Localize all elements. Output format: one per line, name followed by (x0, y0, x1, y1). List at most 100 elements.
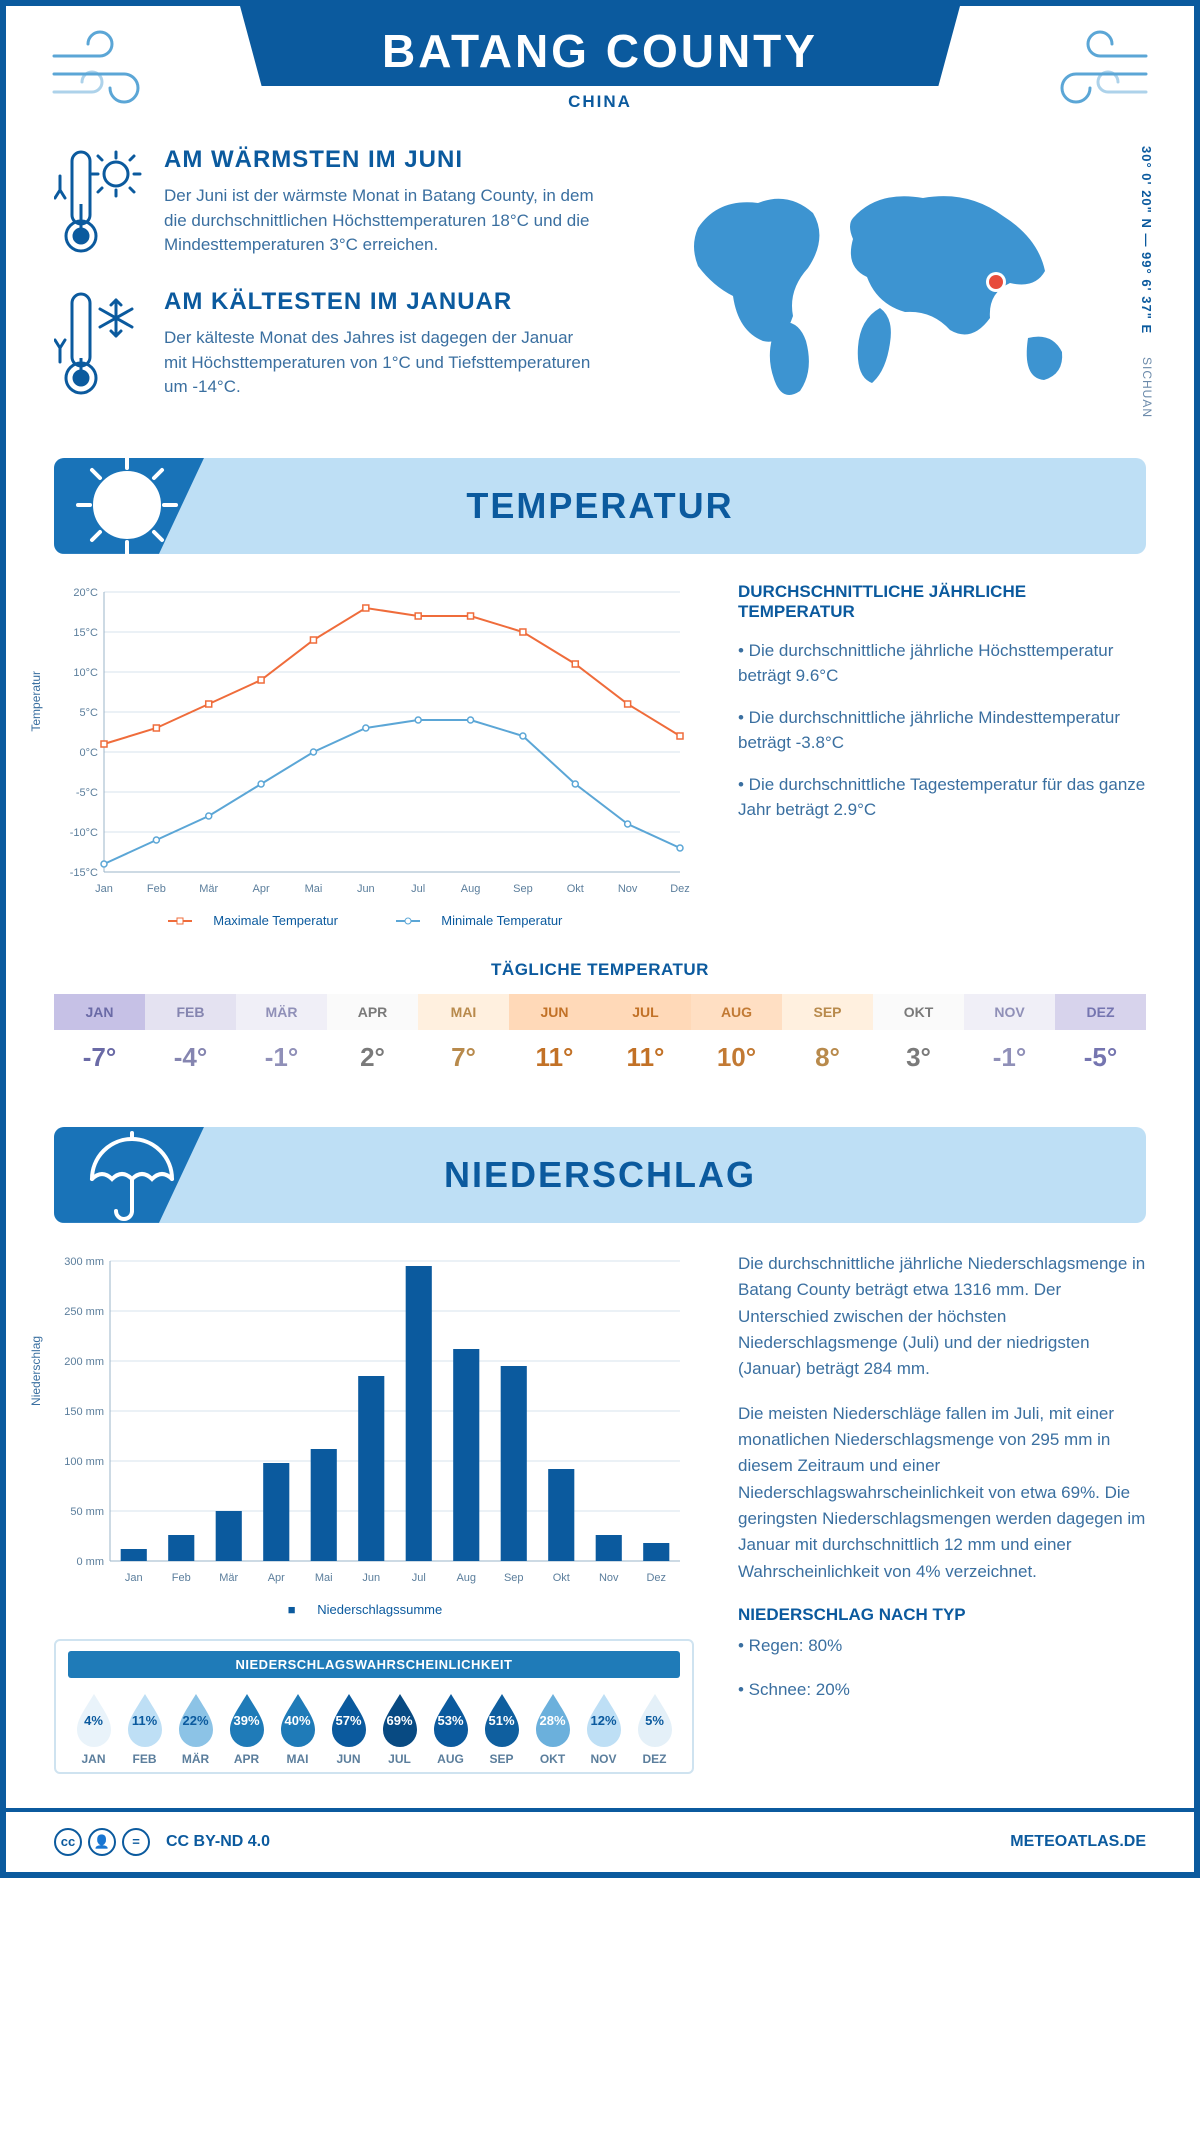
raindrop-icon: 39% (224, 1690, 270, 1748)
precip-p1: Die durchschnittliche jährliche Niedersc… (738, 1251, 1146, 1383)
temp-legend: Maximale Temperatur Minimale Temperatur (54, 913, 694, 928)
section-title-precip: NIEDERSCHLAG (444, 1154, 756, 1196)
svg-text:100 mm: 100 mm (64, 1456, 104, 1468)
svg-text:Feb: Feb (172, 1572, 191, 1584)
thermometer-snowflake-icon (54, 288, 144, 398)
precip-by-type-title: NIEDERSCHLAG NACH TYP (738, 1605, 1146, 1625)
temp-fact-3: • Die durchschnittliche Tagestemperatur … (738, 772, 1146, 823)
section-title-temperature: TEMPERATUR (466, 485, 733, 527)
precip-by-type-1: • Regen: 80% (738, 1633, 1146, 1659)
precip-prob-cell: 69% JUL (374, 1690, 425, 1766)
svg-text:Aug: Aug (456, 1572, 476, 1584)
footer: cc 👤 = CC BY-ND 4.0 METEOATLAS.DE (6, 1808, 1194, 1872)
svg-text:Mär: Mär (199, 883, 218, 895)
warmest-body: Der Juni ist der wärmste Monat in Batang… (164, 184, 595, 258)
precip-prob-cell: 39% APR (221, 1690, 272, 1766)
precip-prob-cell: 28% OKT (527, 1690, 578, 1766)
coldest-body: Der kälteste Monat des Jahres ist dagege… (164, 326, 595, 400)
svg-text:Jun: Jun (357, 883, 375, 895)
svg-text:Apr: Apr (253, 883, 270, 895)
site-credit: METEOATLAS.DE (1010, 1833, 1146, 1851)
daily-temp-title: TÄGLICHE TEMPERATUR (54, 960, 1146, 980)
precip-prob-cell: 51% SEP (476, 1690, 527, 1766)
raindrop-icon: 51% (479, 1690, 525, 1748)
temp-fact-2: • Die durchschnittliche jährliche Mindes… (738, 705, 1146, 756)
precip-p2: Die meisten Niederschläge fallen im Juli… (738, 1401, 1146, 1585)
daily-temp-cell: SEP 8° (782, 994, 873, 1085)
precip-prob-cell: 4% JAN (68, 1690, 119, 1766)
svg-text:Nov: Nov (618, 883, 638, 895)
section-precip-banner: NIEDERSCHLAG (54, 1127, 1146, 1223)
warmest-block: AM WÄRMSTEN IM JUNI Der Juni ist der wär… (54, 146, 595, 258)
temp-fact-1: • Die durchschnittliche jährliche Höchst… (738, 638, 1146, 689)
precip-prob-cell: 53% AUG (425, 1690, 476, 1766)
precip-prob-title: NIEDERSCHLAGSWAHRSCHEINLICHKEIT (68, 1651, 680, 1678)
warmest-title: AM WÄRMSTEN IM JUNI (164, 146, 595, 174)
raindrop-icon: 22% (173, 1690, 219, 1748)
country-label: CHINA (6, 92, 1194, 112)
raindrop-icon: 11% (122, 1690, 168, 1748)
svg-text:Okt: Okt (567, 883, 584, 895)
precip-prob-cell: 11% FEB (119, 1690, 170, 1766)
daily-temp-cell: MÄR -1° (236, 994, 327, 1085)
svg-text:Aug: Aug (461, 883, 481, 895)
coordinates: 30° 0' 20" N — 99° 6' 37" E (1139, 146, 1154, 334)
precip-prob-cell: 57% JUN (323, 1690, 374, 1766)
precip-prob-cell: 12% NOV (578, 1690, 629, 1766)
svg-text:-10°C: -10°C (70, 827, 98, 839)
precip-prob-cell: 5% DEZ (629, 1690, 680, 1766)
raindrop-icon: 40% (275, 1690, 321, 1748)
wind-swirl-icon (1044, 28, 1154, 118)
daily-temp-cell: AUG 10° (691, 994, 782, 1085)
svg-text:Mai: Mai (305, 883, 323, 895)
temperature-line-chart: -15°C-10°C-5°C0°C5°C10°C15°C20°CJanFebMä… (54, 582, 694, 902)
svg-text:Mai: Mai (315, 1572, 333, 1584)
precip-legend: ■ Niederschlagssumme (54, 1602, 694, 1617)
svg-text:Dez: Dez (670, 883, 690, 895)
svg-text:Jul: Jul (412, 1572, 426, 1584)
cc-icon: cc (54, 1828, 82, 1856)
svg-text:0°C: 0°C (80, 747, 99, 759)
raindrop-icon: 4% (71, 1690, 117, 1748)
page-title: BATANG COUNTY (320, 24, 880, 78)
nd-icon: = (122, 1828, 150, 1856)
daily-temp-cell: JUN 11° (509, 994, 600, 1085)
raindrop-icon: 53% (428, 1690, 474, 1748)
svg-text:0 mm: 0 mm (77, 1556, 105, 1568)
precip-y-label: Niederschlag (29, 1336, 43, 1406)
svg-text:Sep: Sep (504, 1572, 524, 1584)
svg-text:Jan: Jan (95, 883, 113, 895)
svg-text:Jul: Jul (411, 883, 425, 895)
wind-swirl-icon (46, 28, 156, 118)
raindrop-icon: 12% (581, 1690, 627, 1748)
section-temperature-banner: TEMPERATUR (54, 458, 1146, 554)
precip-probability-box: NIEDERSCHLAGSWAHRSCHEINLICHKEIT 4% JAN 1… (54, 1639, 694, 1774)
svg-text:10°C: 10°C (73, 667, 98, 679)
svg-text:-5°C: -5°C (76, 787, 98, 799)
svg-text:Dez: Dez (646, 1572, 666, 1584)
svg-text:250 mm: 250 mm (64, 1306, 104, 1318)
precip-by-type-2: • Schnee: 20% (738, 1677, 1146, 1703)
daily-temp-cell: JAN -7° (54, 994, 145, 1085)
precip-prob-cell: 40% MAI (272, 1690, 323, 1766)
svg-text:5°C: 5°C (80, 707, 99, 719)
raindrop-icon: 69% (377, 1690, 423, 1748)
svg-text:-15°C: -15°C (70, 867, 98, 879)
by-icon: 👤 (88, 1828, 116, 1856)
header-ribbon: BATANG COUNTY (240, 6, 960, 86)
svg-text:50 mm: 50 mm (70, 1506, 104, 1518)
precip-prob-cell: 22% MÄR (170, 1690, 221, 1766)
svg-text:150 mm: 150 mm (64, 1406, 104, 1418)
world-map-icon (668, 168, 1108, 408)
svg-text:300 mm: 300 mm (64, 1256, 104, 1268)
raindrop-icon: 5% (632, 1690, 678, 1748)
svg-text:15°C: 15°C (73, 627, 98, 639)
raindrop-icon: 28% (530, 1690, 576, 1748)
svg-text:Sep: Sep (513, 883, 533, 895)
svg-text:Nov: Nov (599, 1572, 619, 1584)
precip-bar-chart: 0 mm50 mm100 mm150 mm200 mm250 mm300 mmJ… (54, 1251, 694, 1591)
daily-temp-cell: FEB -4° (145, 994, 236, 1085)
daily-temp-cell: JUL 11° (600, 994, 691, 1085)
svg-text:Okt: Okt (553, 1572, 570, 1584)
svg-text:Feb: Feb (147, 883, 166, 895)
